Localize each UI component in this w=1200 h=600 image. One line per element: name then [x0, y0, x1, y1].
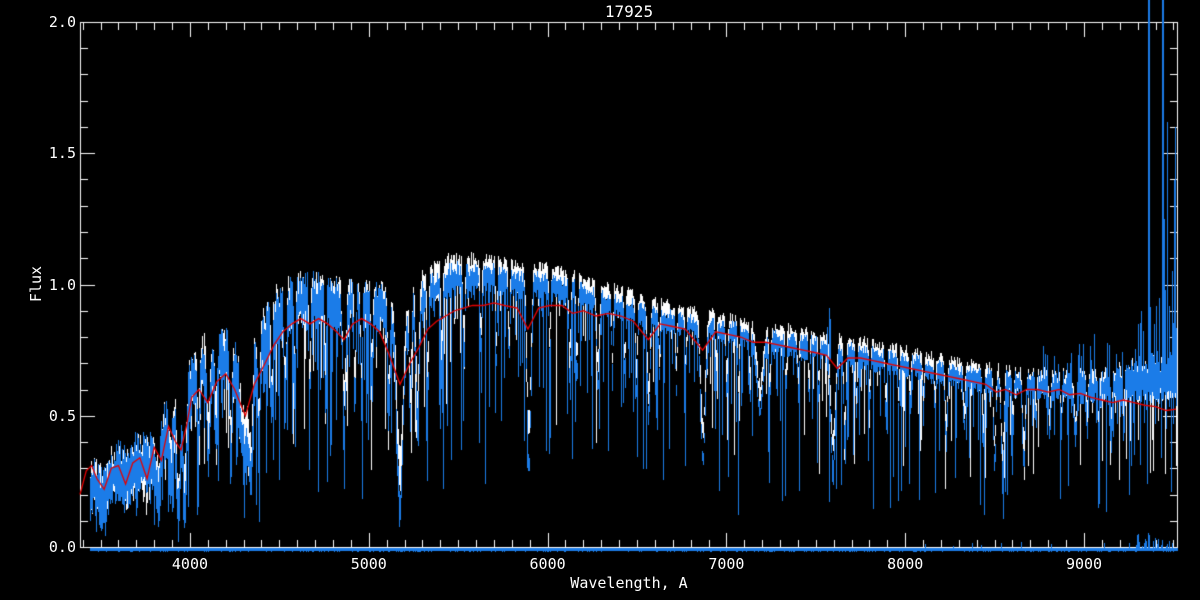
y-tick-label: 1.5 — [48, 144, 76, 163]
x-tick-label: 6000 — [529, 555, 566, 573]
y-tick-label: 0.0 — [48, 538, 76, 556]
y-tick-label: 0.5 — [48, 406, 76, 425]
y-tick-label: 2.0 — [48, 13, 76, 31]
x-tick-label: 5000 — [350, 555, 387, 573]
x-tick-label: 9000 — [1065, 555, 1103, 573]
y-tick-label: 1.0 — [48, 275, 76, 294]
x-tick-label: 4000 — [171, 555, 209, 573]
plot-title: 17925 — [604, 2, 654, 21]
x-tick-label: 7000 — [708, 555, 745, 573]
x-axis-label: Wavelength, A — [570, 574, 688, 592]
x-tick-label: 8000 — [887, 555, 924, 573]
